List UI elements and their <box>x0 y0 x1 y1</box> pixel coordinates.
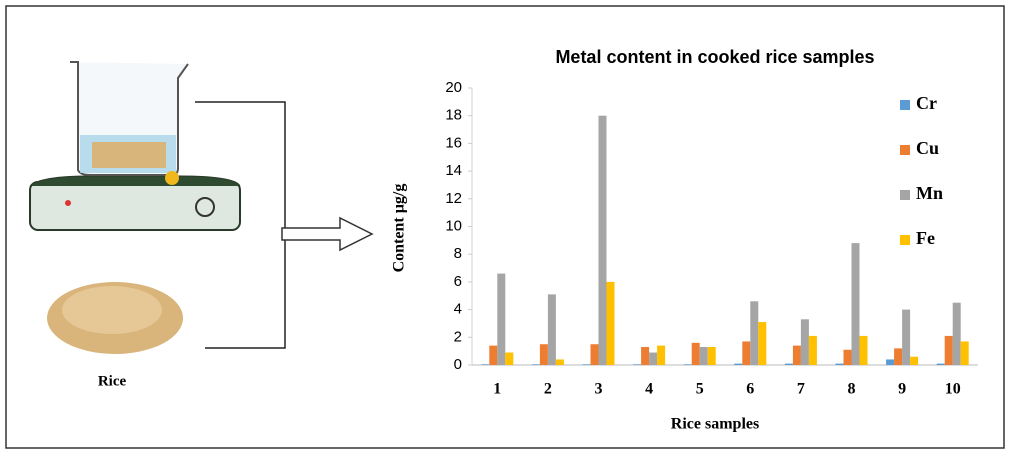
bar <box>758 322 767 365</box>
bar <box>699 346 708 365</box>
bar <box>590 344 599 365</box>
bar <box>851 243 860 365</box>
legend-swatch <box>900 190 910 200</box>
legend-label: Cr <box>916 93 937 113</box>
bar <box>835 363 844 365</box>
y-tick-label: 16 <box>445 134 462 151</box>
bar <box>555 359 564 365</box>
x-tick-label: 3 <box>595 381 603 398</box>
x-tick-label: 4 <box>645 381 653 398</box>
bar <box>691 342 700 365</box>
illustration <box>29 61 374 354</box>
bar <box>531 364 540 365</box>
bar <box>489 345 498 365</box>
bar <box>481 364 490 365</box>
legend-swatch <box>900 235 910 245</box>
bar <box>902 309 911 365</box>
legend-swatch <box>900 145 910 155</box>
bar <box>894 348 903 365</box>
x-tick-label: 2 <box>544 381 552 398</box>
bar <box>742 341 751 365</box>
legend-label: Fe <box>916 228 935 248</box>
bar <box>808 335 817 365</box>
bar <box>734 363 743 365</box>
y-tick-label: 20 <box>445 79 462 96</box>
y-axis-label: Content µg/g <box>391 184 408 273</box>
x-axis-label: Rice samples <box>671 416 759 433</box>
bar <box>505 352 514 365</box>
y-tick-label: 14 <box>445 162 462 179</box>
bar <box>547 294 556 365</box>
bar <box>539 344 548 365</box>
x-tick-label: 1 <box>493 381 501 398</box>
bar <box>859 335 868 365</box>
bar <box>952 302 961 365</box>
annotation: Rice <box>98 373 127 389</box>
y-tick-label: 8 <box>454 245 462 262</box>
x-tick-label: 7 <box>797 381 805 398</box>
bar <box>960 341 969 365</box>
bar <box>497 273 506 365</box>
bar <box>944 335 953 365</box>
bar <box>582 364 591 365</box>
y-tick-label: 10 <box>445 217 462 234</box>
bar <box>784 363 793 365</box>
bar <box>936 363 945 365</box>
y-tick-label: 2 <box>454 328 462 345</box>
bar <box>641 346 650 365</box>
bar <box>657 345 666 365</box>
y-tick-label: 6 <box>454 273 462 290</box>
bar <box>750 301 759 365</box>
x-tick-label: 10 <box>945 381 961 398</box>
bar <box>598 115 607 365</box>
bar <box>633 364 642 365</box>
y-tick-label: 4 <box>454 301 462 318</box>
bar <box>606 281 615 365</box>
x-tick-label: 5 <box>696 381 704 398</box>
bar <box>910 356 919 365</box>
bar <box>683 364 692 365</box>
bar <box>707 346 716 365</box>
y-tick-label: 12 <box>445 190 462 207</box>
x-tick-label: 8 <box>848 381 856 398</box>
legend-swatch <box>900 100 910 110</box>
chart-title: Metal content in cooked rice samples <box>555 47 874 67</box>
bar <box>792 345 801 365</box>
bar <box>649 352 658 365</box>
x-tick-label: 6 <box>746 381 754 398</box>
x-tick-label: 9 <box>898 381 906 398</box>
bar <box>800 319 809 365</box>
legend-label: Mn <box>916 183 943 203</box>
bar <box>843 349 852 365</box>
bar <box>886 359 895 365</box>
y-tick-label: 18 <box>445 107 462 124</box>
legend-label: Cu <box>916 138 939 158</box>
y-tick-label: 0 <box>454 356 462 373</box>
